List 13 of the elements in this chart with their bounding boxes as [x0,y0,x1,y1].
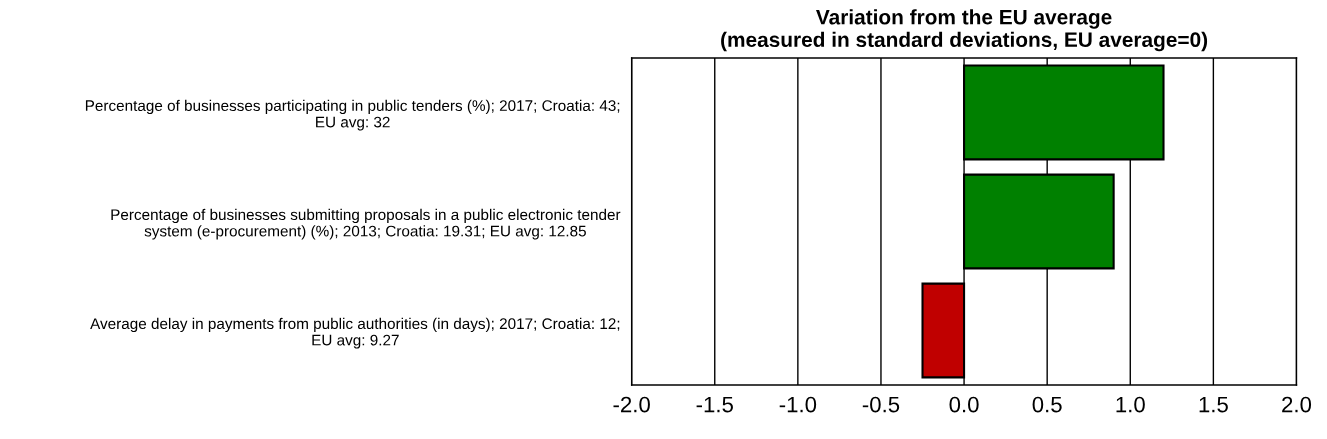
chart-title: Variation from the EU average (measured in standard deviations, EU average=0) [721,9,1208,52]
x-tick-label: -1.0 [779,396,817,413]
x-tick-label: 0.0 [949,396,979,413]
y-tick-label: Average delay in payments from public authorities (in days); 2017; Croatia: 12; EU avg: 9.27 [90,317,620,349]
y-tick-label: Percentage of businesses participating in public tenders (%); 2017; Croatia: 43; EU avg: 32 [85,99,620,131]
x-tick-label: 1.0 [1116,396,1145,413]
y-tick-label: Percentage of businesses submitting proposals in a public electronic tender system (e-procurement) (%); 2013; Croatia: 19.31; EU avg: 12.85 [111,208,621,240]
x-tick-label: 2.0 [1282,396,1312,413]
x-tick-label: 0.5 [1032,396,1062,413]
x-tick-label: -0.5 [862,396,900,413]
x-tick-label: -2.0 [613,396,650,413]
x-tick-label: 1.5 [1199,396,1228,413]
x-tick-label: -1.5 [696,396,733,413]
